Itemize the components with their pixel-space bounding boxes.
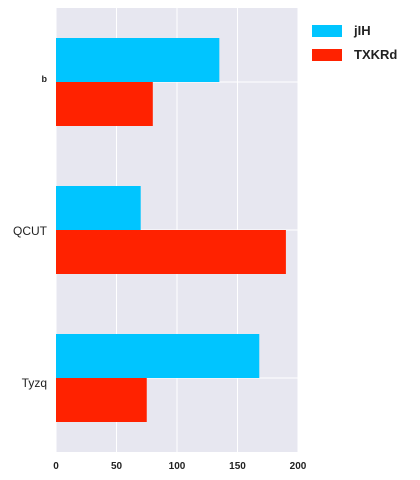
x-tick-label-0: 0 [53, 461, 59, 472]
bar-txkrd-tyzq [56, 378, 147, 422]
y-axis-labels: b QCUT Tyzq [13, 74, 48, 390]
legend-swatch-txkrd [312, 48, 342, 61]
legend: jIH TXKRd [312, 20, 397, 68]
y-tick-label-tyzq: Tyzq [22, 376, 47, 390]
bar-jih-qcut [56, 186, 141, 230]
legend-label-jih: jIH [354, 23, 371, 38]
bar-txkrd-qcut [56, 230, 286, 274]
bar-jih-b [56, 38, 220, 82]
x-tick-label-100: 100 [169, 461, 186, 472]
x-tick-label-200: 200 [290, 461, 307, 472]
bars [56, 38, 286, 422]
bar-txkrd-b [56, 82, 153, 126]
x-tick-label-150: 150 [229, 461, 246, 472]
legend-label-txkrd: TXKRd [354, 47, 398, 62]
legend-swatch-jih [312, 24, 342, 37]
x-axis-labels: 0 50 100 150 200 [53, 461, 307, 472]
x-tick-label-50: 50 [111, 461, 123, 472]
y-tick-label-b: b [42, 74, 48, 84]
bar-jih-tyzq [56, 334, 260, 378]
legend-item-jih: jIH [312, 20, 397, 41]
legend-item-txkrd: TXKRd [312, 44, 397, 65]
y-tick-label-qcut: QCUT [13, 224, 48, 238]
